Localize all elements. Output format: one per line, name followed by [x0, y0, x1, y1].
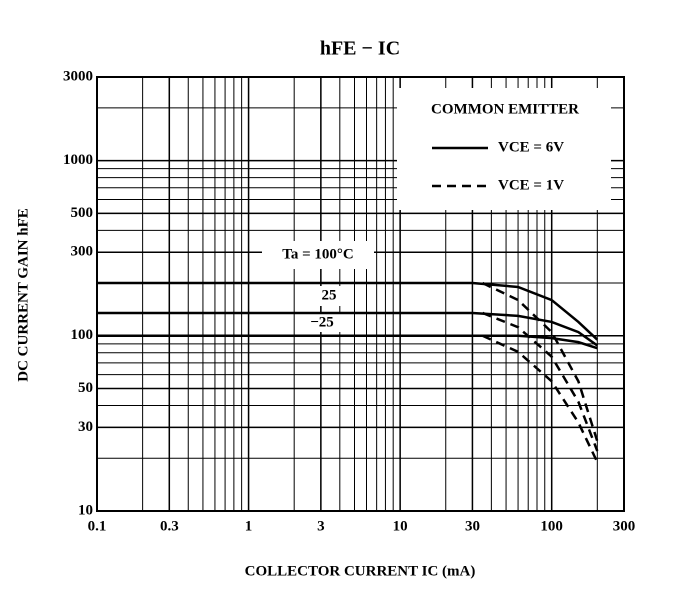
x-tick-label: 30 — [465, 518, 480, 534]
annotation-bg — [312, 286, 346, 306]
annotation: −25 — [310, 314, 334, 330]
x-tick-label: 0.1 — [88, 518, 107, 534]
curve — [97, 334, 598, 350]
legend-label: VCE = 6V — [498, 139, 564, 155]
y-tick-label: 50 — [78, 380, 93, 396]
y-tick-label: 10 — [78, 502, 93, 518]
x-tick-label: 100 — [540, 518, 563, 534]
curve — [97, 311, 599, 347]
annotation: Ta = 100°C — [282, 246, 354, 262]
y-tick-label: 30 — [78, 419, 93, 435]
y-axis-label: DC CURRENT GAIN hFE — [15, 208, 31, 382]
x-tick-label: 300 — [613, 518, 636, 534]
plot-frame — [96, 76, 625, 512]
annotation: 25 — [322, 287, 337, 303]
y-tick-label: 100 — [71, 327, 94, 343]
x-tick-label: 10 — [393, 518, 408, 534]
x-tick-label: 1 — [245, 518, 253, 534]
y-tick-label: 500 — [71, 205, 94, 221]
x-tick-label: 3 — [317, 518, 325, 534]
legend-title: COMMON EMITTER — [431, 101, 579, 117]
annotation-bg — [296, 314, 348, 332]
x-tick-label: 0.3 — [160, 518, 179, 534]
legend-label: VCE = 1V — [498, 177, 564, 193]
x-axis-label: COLLECTOR CURRENT IC (mA) — [245, 563, 476, 579]
curve — [482, 281, 599, 442]
y-tick-label: 300 — [71, 244, 94, 260]
annotation-bg — [262, 241, 374, 269]
curve — [482, 334, 599, 463]
curve — [97, 281, 599, 341]
y-tick-label: 1000 — [63, 152, 93, 168]
y-tick-label: 3000 — [63, 68, 93, 84]
curve — [482, 311, 599, 452]
chart-title: hFE − IC — [320, 38, 400, 60]
